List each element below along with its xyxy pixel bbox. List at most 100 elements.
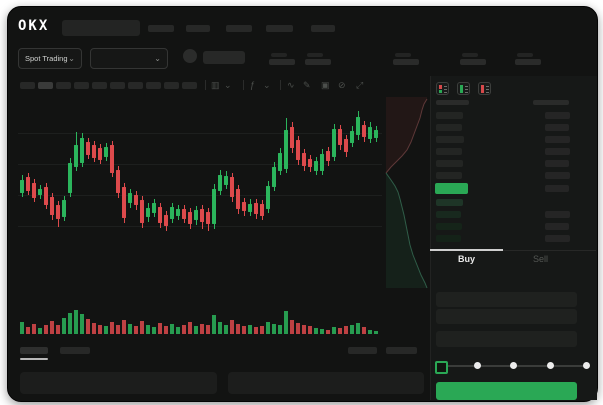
buy-submit-button[interactable] <box>436 382 577 400</box>
snapshot-icon[interactable]: ▣ <box>321 80 330 90</box>
orderbook-layout-both-icon[interactable] <box>436 82 449 95</box>
volume-bar <box>254 327 258 334</box>
candlestick-chart[interactable] <box>18 105 382 293</box>
nav-item[interactable] <box>311 25 335 32</box>
candle-body <box>74 145 78 167</box>
volume-bar <box>284 311 288 334</box>
volume-bar <box>272 324 276 334</box>
pair-selector-dropdown[interactable]: ⌄ <box>90 48 168 69</box>
volume-bar <box>164 326 168 334</box>
candle-body <box>320 154 324 171</box>
depth-chart <box>385 97 428 289</box>
volume-bar <box>332 327 336 334</box>
timeframe-button[interactable] <box>56 82 71 89</box>
candle-body <box>164 215 168 226</box>
candle-body <box>374 130 378 138</box>
nav-item[interactable] <box>186 25 210 32</box>
volume-bar <box>260 326 264 334</box>
candle-body <box>116 170 120 193</box>
gridline <box>18 133 382 134</box>
market-selector-dropdown[interactable]: Spot Trading ⌄ <box>18 48 82 69</box>
volume-bar <box>236 324 240 334</box>
slider-step-dot[interactable] <box>509 362 517 369</box>
volume-bar <box>98 325 102 334</box>
timeframe-button[interactable] <box>128 82 143 89</box>
candle-body <box>260 204 264 216</box>
nav-item[interactable] <box>226 25 252 32</box>
volume-bar <box>218 322 222 334</box>
fullscreen-icon[interactable]: ⤢ <box>356 80 364 90</box>
chart-bottom-tab[interactable] <box>60 347 90 354</box>
timeframe-button-active[interactable] <box>38 82 53 89</box>
chart-action[interactable] <box>386 347 417 354</box>
volume-bar <box>158 323 162 334</box>
buy-tab-indicator <box>430 249 503 251</box>
candle-body <box>152 203 156 213</box>
volume-bar <box>38 328 42 334</box>
gridline <box>18 164 382 165</box>
orderbook-col-header <box>533 100 569 105</box>
volume-bar <box>200 324 204 334</box>
tab-sell[interactable]: Sell <box>532 254 548 264</box>
candle-body <box>308 159 312 167</box>
candle-body <box>212 189 216 224</box>
bid-size-bar <box>436 199 463 206</box>
chart-bottom-tab[interactable] <box>20 347 48 354</box>
volume-bar <box>92 323 96 334</box>
timeframe-button[interactable] <box>164 82 179 89</box>
volume-histogram <box>18 300 382 334</box>
volume-bar <box>290 320 294 334</box>
chart-action[interactable] <box>348 347 377 354</box>
bid-price-bar <box>545 223 569 230</box>
orderbook-layout-asks-icon[interactable] <box>478 82 491 95</box>
nav-item[interactable] <box>148 25 174 32</box>
ask-price-bar <box>545 172 570 179</box>
bottom-panel <box>20 372 217 394</box>
volume-bar <box>62 318 66 334</box>
timeframe-button[interactable] <box>92 82 107 89</box>
timeframe-button[interactable] <box>74 82 89 89</box>
nav-item[interactable] <box>266 25 293 32</box>
candle-body <box>98 148 102 160</box>
timeframe-button[interactable] <box>182 82 197 89</box>
trade-input[interactable] <box>436 309 577 324</box>
trade-input[interactable] <box>436 331 577 347</box>
candle-body <box>86 142 90 155</box>
chevron-down-icon: ⌄ <box>68 53 75 63</box>
chart-type-icon[interactable]: ▥ <box>211 80 220 90</box>
indicators-icon[interactable]: ƒ <box>250 80 256 90</box>
amount-slider-handle[interactable] <box>435 361 448 374</box>
candle-body <box>128 193 132 203</box>
ask-price-bar <box>545 124 569 131</box>
candle-body <box>206 212 210 224</box>
asks-depth-line <box>385 98 428 174</box>
candle-body <box>230 177 234 197</box>
candle-body <box>50 197 54 215</box>
candle-body <box>314 161 318 171</box>
chevron-down-icon[interactable]: ⌄ <box>263 80 271 90</box>
timeframe-button[interactable] <box>110 82 125 89</box>
volume-bar <box>344 326 348 334</box>
line-tool-icon[interactable]: ∿ <box>287 80 295 90</box>
slider-step-dot[interactable] <box>546 362 554 369</box>
ask-size-bar <box>436 160 463 167</box>
candle-body <box>350 131 354 143</box>
ask-size-bar <box>436 124 462 131</box>
slider-step-dot[interactable] <box>473 362 481 369</box>
market-selector-label: Spot Trading <box>25 54 68 63</box>
tab-buy[interactable]: Buy <box>457 254 475 264</box>
candle-body <box>224 176 228 185</box>
ask-price-bar <box>545 160 569 167</box>
chevron-down-icon[interactable]: ⌄ <box>224 80 232 90</box>
timeframe-button[interactable] <box>20 82 35 89</box>
search-input[interactable] <box>62 20 140 36</box>
volume-bar <box>188 322 192 334</box>
trade-input[interactable] <box>436 292 577 307</box>
hide-icon[interactable]: ⊘ <box>338 80 346 90</box>
orderbook-layout-bids-icon[interactable] <box>457 82 470 95</box>
slider-step-dot[interactable] <box>582 362 590 369</box>
timeframe-button[interactable] <box>146 82 161 89</box>
account-chip[interactable] <box>203 51 245 64</box>
candle-body <box>326 151 330 161</box>
draw-tool-icon[interactable]: ✎ <box>303 80 311 90</box>
